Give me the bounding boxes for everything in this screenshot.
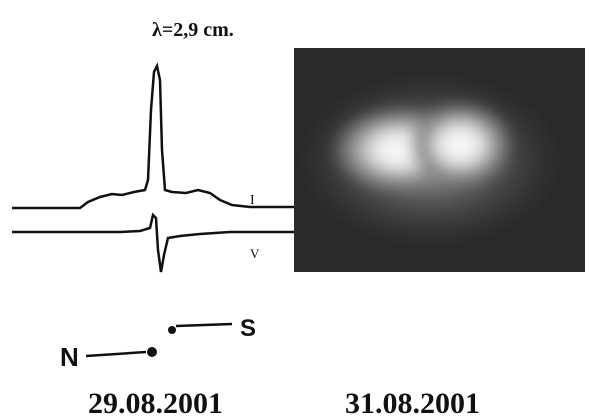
south-line	[175, 322, 233, 328]
date-left: 29.08.2001	[88, 387, 223, 418]
curve-label-v: V	[250, 246, 260, 261]
date-right: 31.08.2001	[345, 387, 480, 418]
profile-v	[12, 212, 295, 273]
south-label: S	[240, 315, 256, 342]
north-line	[85, 350, 147, 358]
curve-label-i: I	[250, 193, 255, 208]
north-label: N	[60, 342, 79, 372]
wavelength-label: λ=2,9 cm.	[152, 19, 234, 41]
source-glow	[300, 75, 560, 245]
dot-n	[147, 347, 157, 357]
dot-s	[168, 326, 176, 334]
profile-i	[12, 62, 295, 210]
